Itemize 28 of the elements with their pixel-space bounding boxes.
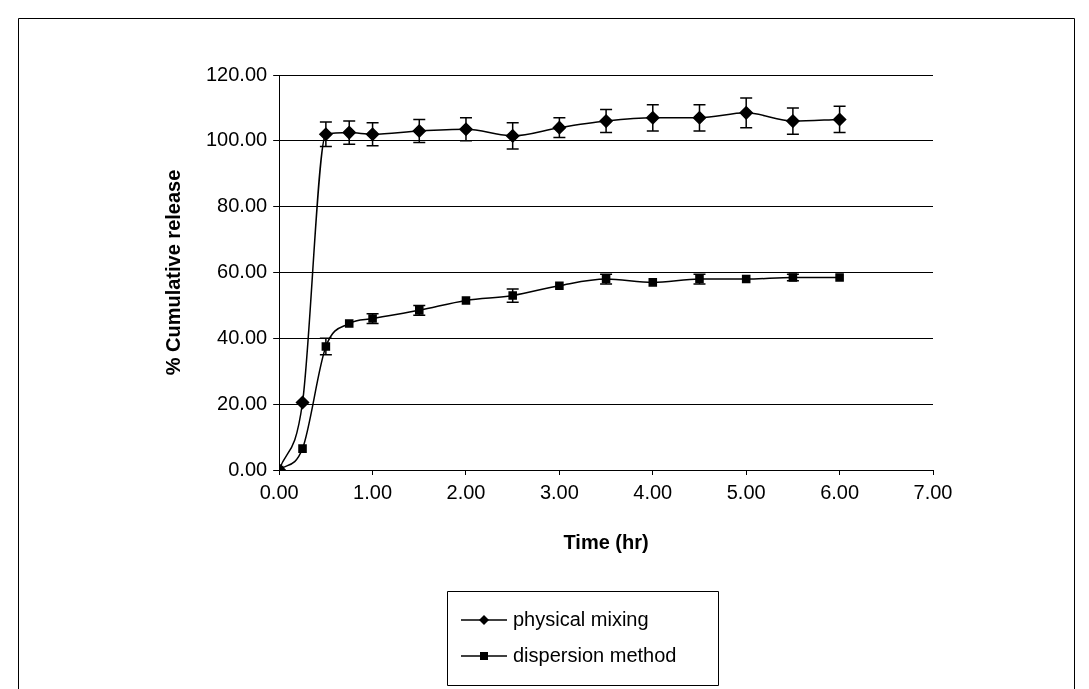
point [555,281,564,290]
x-tick-label: 7.00 [913,480,953,503]
y-axis-title: % Cumulative release [161,169,184,376]
x-axis-title: Time (hr) [563,530,649,553]
x-tick-label: 2.00 [446,480,486,503]
point [741,274,751,284]
x-tick-label: 4.00 [633,480,673,503]
y-tick-label: 120.00 [206,62,268,85]
y-tick-label: 40.00 [217,325,268,348]
y-tick-label: 80.00 [217,194,268,217]
y-tick-label: 60.00 [217,260,268,283]
y-tick-label: 0.00 [228,457,268,480]
legend-label: physical mixing [513,607,649,630]
x-tick-label: 3.00 [539,480,579,503]
legend-label: dispersion method [513,643,677,666]
x-tick-label: 1.00 [353,480,393,503]
point [344,319,354,328]
y-tick-label: 20.00 [217,391,268,414]
x-tick-label: 5.00 [726,480,766,503]
x-tick-label: 6.00 [820,480,860,503]
point [295,395,310,410]
point [832,112,847,127]
point [461,296,471,305]
point [298,444,307,453]
point [648,278,658,287]
y-tick-label: 100.00 [206,128,268,151]
point [835,273,844,282]
x-tick-label: 0.00 [259,480,299,503]
